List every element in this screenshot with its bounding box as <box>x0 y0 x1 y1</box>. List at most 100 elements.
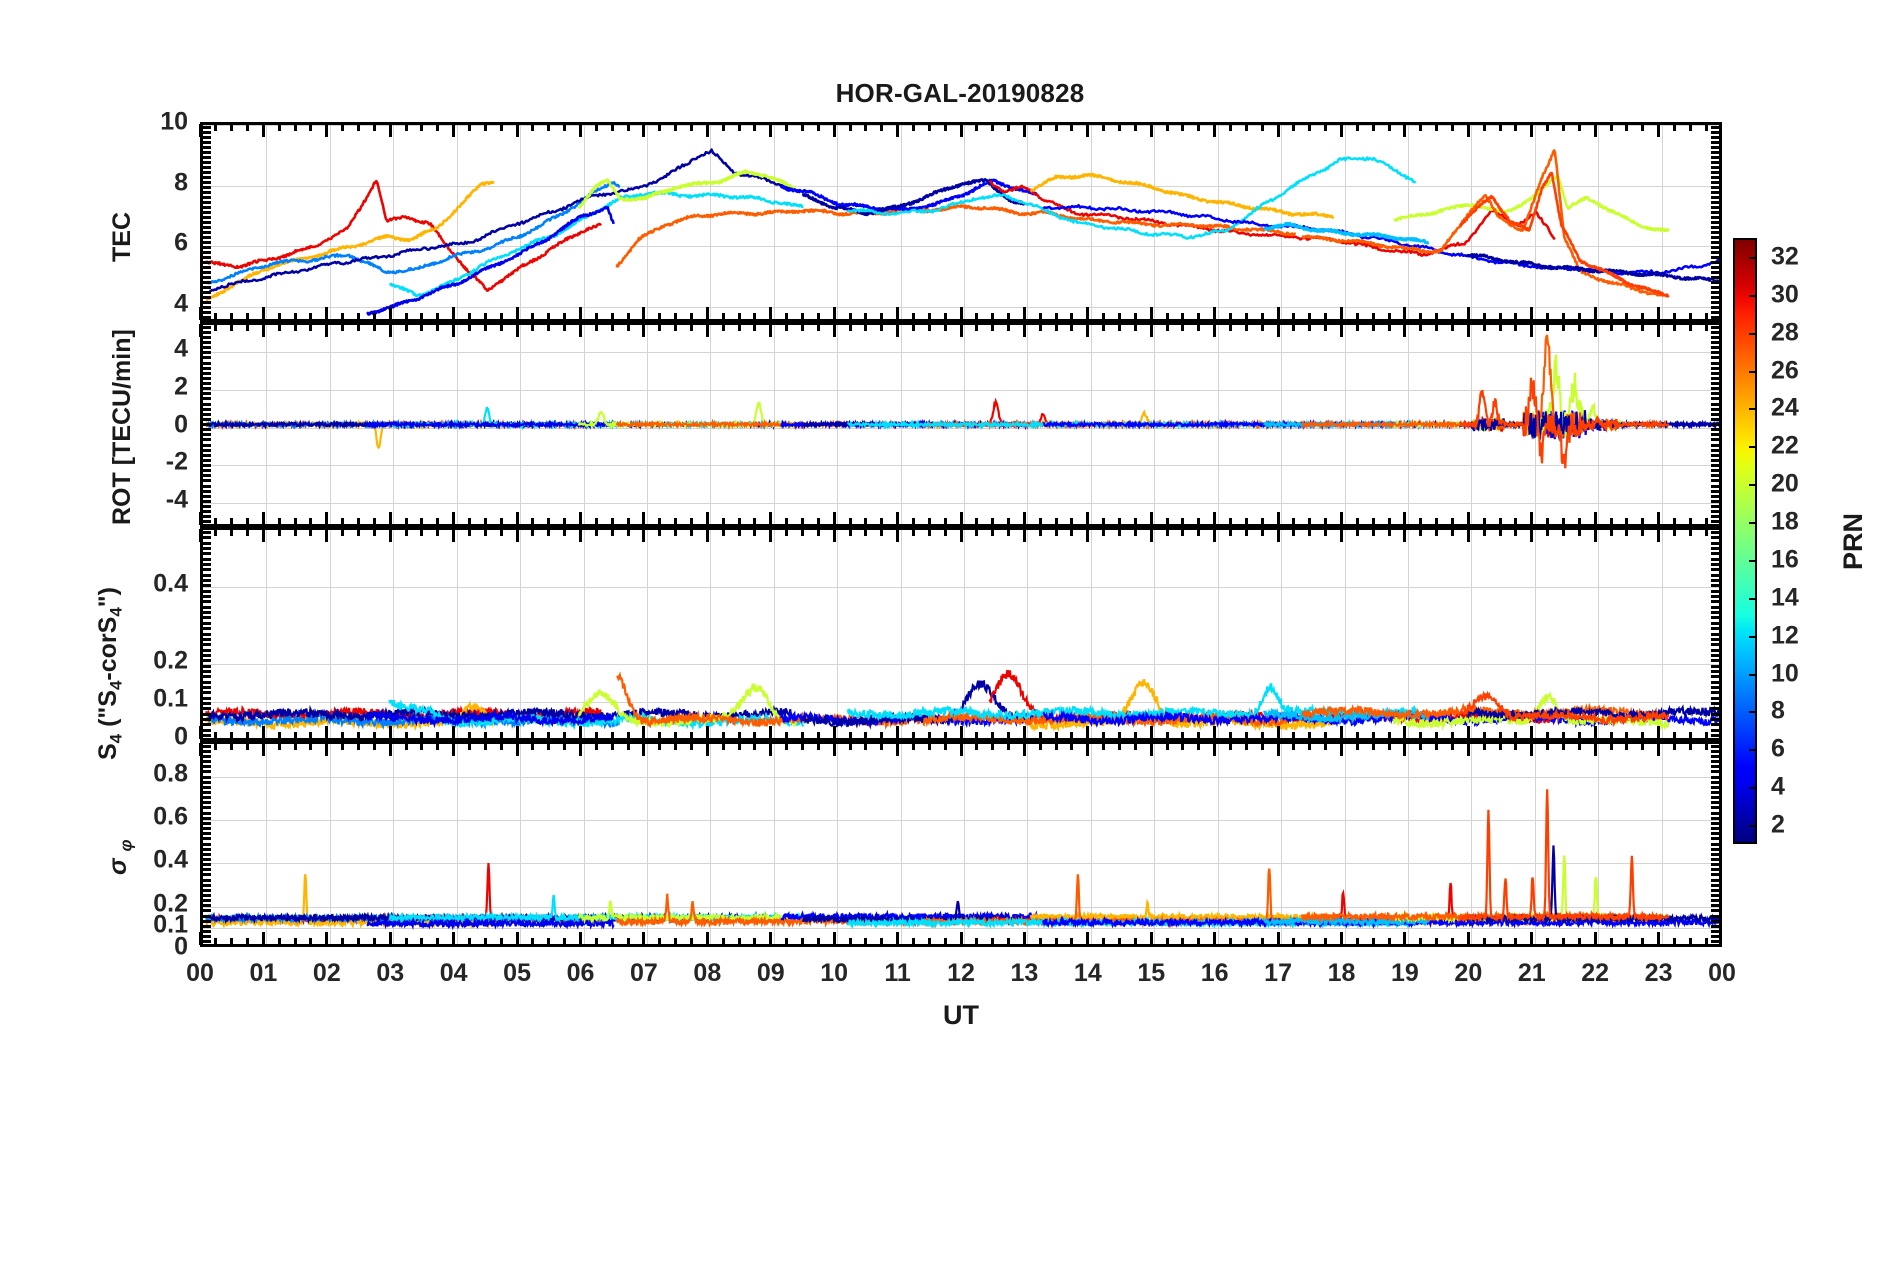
x-tick-mark <box>1609 938 1613 945</box>
x-tick-mark <box>610 732 614 739</box>
gridline-vertical <box>393 744 395 944</box>
colorbar-tick-label: 8 <box>1771 696 1785 725</box>
y-tick-mark <box>202 712 211 716</box>
y-tick-mark <box>202 584 211 588</box>
y-tick-mark <box>202 505 211 508</box>
x-tick-mark <box>198 307 202 320</box>
y-tick-mark <box>1711 428 1720 432</box>
x-tick-mark <box>769 932 773 945</box>
x-tick-mark <box>1054 529 1058 536</box>
x-tick-mark <box>1466 512 1470 525</box>
x-tick-mark <box>769 307 773 320</box>
x-tick-mark <box>1403 932 1407 945</box>
y-tick-mark <box>1711 863 1720 867</box>
x-tick-mark <box>689 518 693 525</box>
x-tick-mark <box>452 932 456 945</box>
x-tick-mark <box>531 743 535 750</box>
x-tick-mark <box>1022 124 1026 137</box>
y-tick-mark <box>202 696 211 700</box>
colorbar-tick-mark <box>1749 256 1757 259</box>
y-tick-mark <box>1711 536 1720 540</box>
y-tick-mark <box>202 605 211 609</box>
y-tick-mark <box>202 557 211 561</box>
x-tick-mark <box>1371 529 1375 536</box>
x-tick-mark <box>1340 726 1343 739</box>
x-tick-mark <box>214 518 218 525</box>
y-tick-mark <box>202 215 211 219</box>
x-tick-mark <box>1244 518 1248 525</box>
y-tick-mark <box>1711 315 1720 319</box>
x-tick-mark <box>277 313 281 320</box>
x-tick-mark <box>610 518 614 525</box>
x-tick-label: 19 <box>1391 959 1419 987</box>
y-tick-mark <box>1711 387 1720 391</box>
colorbar-tick-label: 18 <box>1771 507 1799 536</box>
colorbar-tick-mark <box>1749 673 1757 676</box>
x-tick-mark <box>1530 307 1534 320</box>
y-tick-mark <box>202 680 211 684</box>
x-tick-mark <box>927 938 931 945</box>
x-tick-label: 06 <box>566 959 595 987</box>
x-tick-mark <box>325 726 329 739</box>
x-tick-mark <box>1165 938 1169 945</box>
y-tick-mark <box>1711 255 1720 259</box>
x-tick-mark <box>1260 518 1264 525</box>
y-tick-mark <box>1711 361 1720 365</box>
tec-trace-prn-28 <box>1459 171 1670 298</box>
gridline-vertical <box>583 744 585 944</box>
x-tick-mark <box>975 529 979 536</box>
gridline-vertical <box>710 125 712 319</box>
y-tick-mark <box>202 356 211 360</box>
x-tick-mark <box>1371 518 1375 525</box>
x-tick-mark <box>1498 938 1502 945</box>
x-tick-mark <box>1118 743 1122 750</box>
x-tick-mark <box>452 124 456 137</box>
y-tick-mark <box>1711 557 1720 561</box>
x-tick-mark <box>277 938 281 945</box>
gridline-vertical <box>266 744 268 944</box>
y-tick-mark <box>1711 210 1720 214</box>
x-tick-mark <box>547 743 551 750</box>
y-tick-mark <box>202 827 211 831</box>
x-tick-mark <box>943 529 947 536</box>
y-tick-mark <box>202 125 211 129</box>
x-tick-mark <box>1450 124 1454 131</box>
x-tick-label: 22 <box>1581 959 1610 987</box>
y-tick-mark <box>1711 723 1720 727</box>
x-tick-mark <box>1419 313 1423 320</box>
gridline-vertical <box>520 744 522 944</box>
x-tick-mark <box>1133 324 1137 331</box>
y-tick-mark <box>202 930 211 934</box>
x-tick-mark <box>674 732 678 739</box>
x-tick-mark <box>246 324 250 331</box>
x-tick-mark <box>404 938 408 945</box>
x-tick-mark <box>1625 732 1629 739</box>
y-tick-mark <box>1711 643 1720 647</box>
gridline-vertical <box>1407 530 1409 738</box>
y-tick-mark <box>1711 376 1720 380</box>
y-tick-mark <box>1711 230 1720 234</box>
y-tick-mark <box>1711 125 1720 129</box>
x-tick-mark <box>1181 743 1185 750</box>
gridline-vertical <box>1217 530 1219 738</box>
x-tick-mark <box>800 529 804 536</box>
tec-trace-prn-2 <box>801 177 1026 217</box>
y-tick-label: -4 <box>165 485 188 514</box>
x-tick-mark <box>880 324 884 331</box>
gridline-vertical <box>1090 744 1092 944</box>
y-tick-mark <box>202 230 211 234</box>
x-tick-mark <box>468 518 472 525</box>
gridline-horizontal <box>203 465 1719 467</box>
x-tick-mark <box>1688 743 1692 750</box>
y-tick-mark <box>1711 245 1720 249</box>
x-tick-mark <box>1482 938 1486 945</box>
gridline-vertical <box>1217 125 1219 319</box>
x-tick-mark <box>1546 529 1550 536</box>
x-tick-mark <box>436 313 440 320</box>
colorbar-tick-label: 14 <box>1771 583 1799 612</box>
x-tick-mark <box>1070 124 1074 131</box>
x-tick-mark <box>848 743 852 750</box>
x-tick-mark <box>531 732 535 739</box>
x-tick-mark <box>721 124 725 131</box>
y-tick-mark <box>1711 940 1720 944</box>
